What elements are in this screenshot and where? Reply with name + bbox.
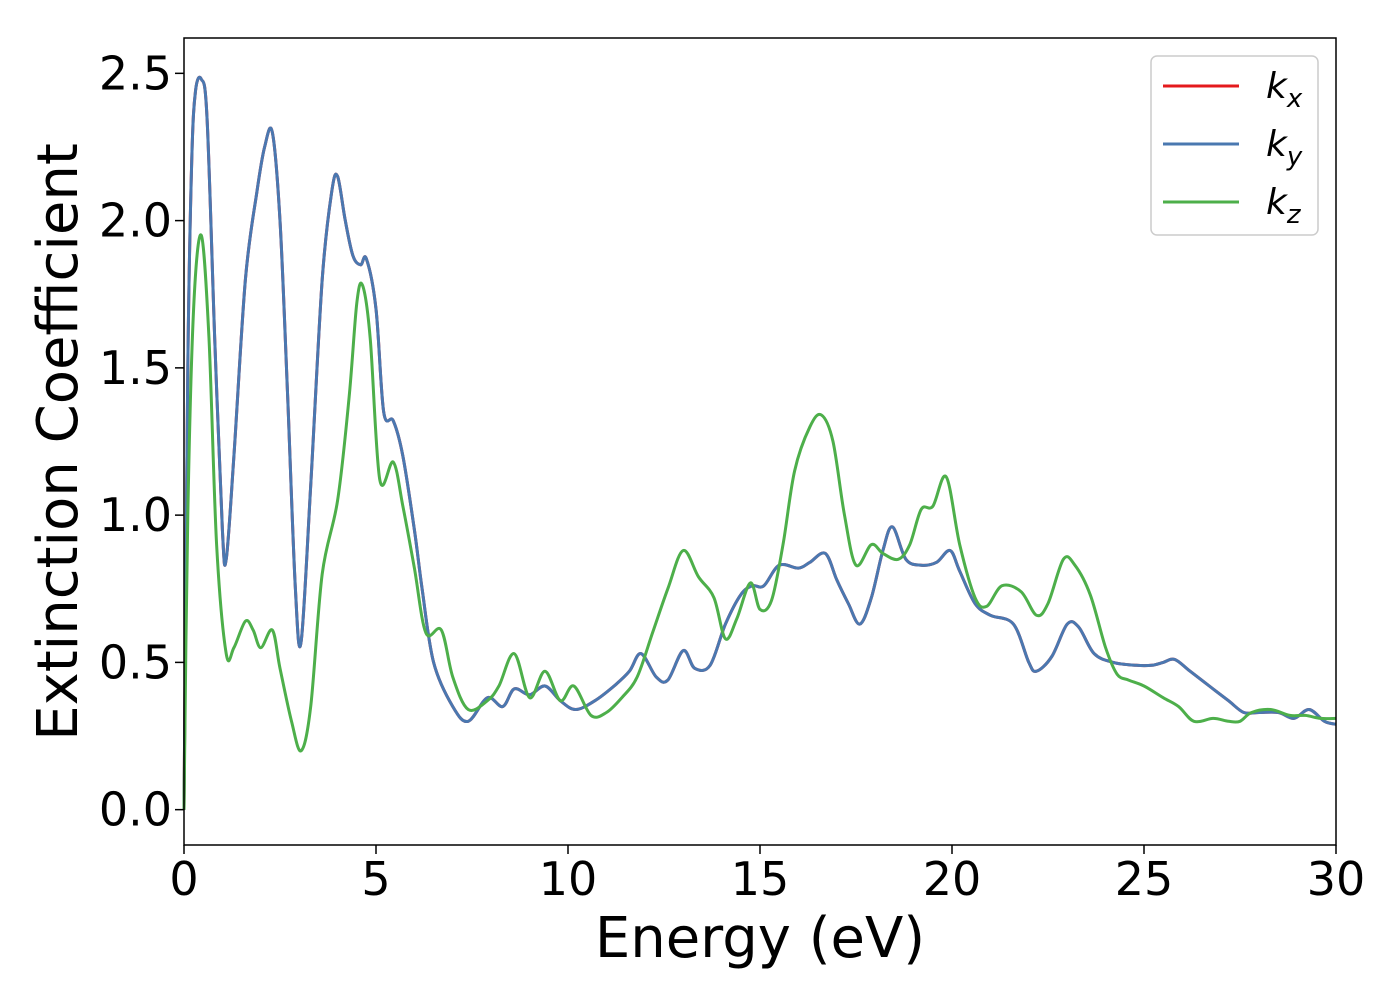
y-axis: 0.0 0.5 1.0 1.5 2.0 2.5	[99, 46, 184, 837]
legend-label-subscript: y	[1286, 142, 1303, 172]
x-tick-label: 10	[539, 852, 598, 906]
series-layer	[182, 75, 1337, 810]
legend-label-base: k	[1266, 66, 1289, 107]
y-tick-label: 1.5	[99, 341, 172, 395]
x-tick-label: 0	[169, 852, 198, 906]
y-tick-label: 0.0	[99, 783, 172, 837]
x-tick-label: 5	[361, 852, 390, 906]
legend-label-subscript: z	[1286, 200, 1302, 230]
x-axis-label: Energy (eV)	[595, 906, 925, 971]
x-axis: 0 5 10 15 20 25 30	[169, 845, 1365, 906]
x-tick-label: 15	[731, 852, 790, 906]
x-tick-label: 20	[923, 852, 982, 906]
legend-label-subscript: x	[1286, 84, 1303, 114]
legend-label-z: kz	[1266, 182, 1302, 230]
legend-label-x: kx	[1266, 66, 1303, 114]
y-axis-label: Extinction Coefficient	[26, 143, 91, 741]
y-tick-label: 1.0	[99, 488, 172, 542]
legend-label-y: ky	[1266, 124, 1303, 172]
x-tick-label: 30	[1307, 852, 1366, 906]
legend-label-base: k	[1266, 182, 1289, 223]
legend-label-base: k	[1266, 124, 1289, 165]
y-tick-label: 0.5	[99, 635, 172, 689]
y-tick-label: 2.5	[99, 46, 172, 100]
series-line-y	[182, 75, 1337, 810]
series-line-z	[182, 233, 1337, 810]
x-tick-label: 25	[1115, 852, 1174, 906]
y-tick-label: 2.0	[99, 194, 172, 248]
